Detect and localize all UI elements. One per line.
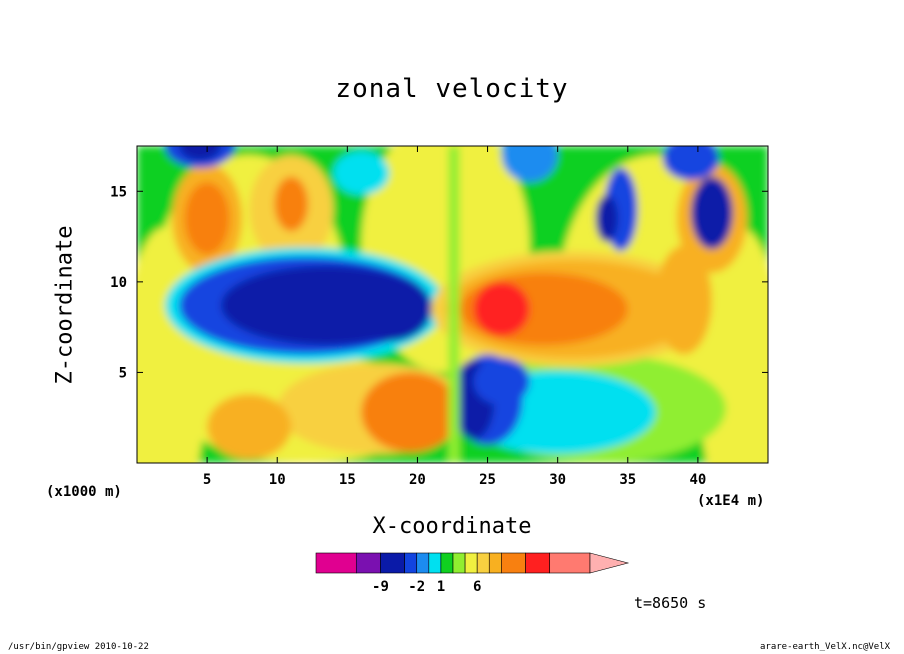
x-tick-label: 15 [339,472,356,488]
colorbar-extend-arrow [589,552,630,574]
field-blob [501,146,558,183]
y-axis-title: Z-coordinate [52,225,78,385]
x-tick-label: 30 [549,472,566,488]
x-tick-label: 5 [203,472,211,488]
y-axis: 5 10 15 [110,184,768,381]
y-tick-label: 5 [119,365,127,381]
field-blob [179,146,222,161]
plot-frame [136,145,769,464]
field-blob [595,194,618,243]
colorbar-swatch [488,552,502,574]
colorbar-swatch [380,552,405,574]
field-blob [207,394,292,460]
x-unit-right: (x1E4 m) [697,493,765,509]
x-axis: 5 10 15 20 25 30 35 40 [203,146,706,488]
time-annotation: t=8650 s [634,594,707,612]
colorbar-swatch [525,552,551,574]
colorbar-tick-label: 1 [437,579,445,595]
y-tick-label: 10 [110,275,127,291]
field-blob [473,357,530,406]
colorbar-swatch [440,552,454,574]
colorbar: -9 -2 1 6 [315,552,630,595]
y-tick-label: 15 [110,184,127,200]
x-tick-label: 20 [409,472,426,488]
colorbar-swatch [416,552,430,574]
colorbar-swatch [452,552,466,574]
field-blob [662,146,719,181]
footer-left: /usr/bin/gpview 2010-10-22 [8,642,149,652]
field-center-column [448,146,460,463]
field-blob [333,151,390,195]
colorbar-tick-label: 6 [473,579,481,595]
field-blob [184,182,230,255]
colorbar-swatch [464,552,478,574]
chart-title: zonal velocity [335,74,569,104]
colorbar-swatch [428,552,442,574]
colorbar-tick-label: -2 [408,579,425,595]
colorbar-swatch [501,552,526,574]
x-tick-label: 25 [479,472,496,488]
x-unit-left: (x1000 m) [46,484,122,500]
colorbar-swatch [404,552,418,574]
x-tick-label: 35 [619,472,636,488]
x-tick-label: 10 [269,472,286,488]
x-tick-label: 40 [689,472,706,488]
field-blob [274,176,309,232]
colorbar-swatch [549,552,591,574]
colorbar-swatch [476,552,490,574]
footer-right: arare-earth_VelX.nc@VelX [760,642,891,652]
field-blob [473,281,530,337]
field-blob [347,276,432,342]
zonal-velocity-field [137,146,768,463]
x-axis-title: X-coordinate [372,514,532,539]
colorbar-tick-label: -9 [372,579,389,595]
colorbar-swatch [315,552,357,574]
field-blob [655,245,712,355]
colorbar-swatch [355,552,381,574]
field-blob [361,372,460,453]
field-blob [690,176,733,250]
